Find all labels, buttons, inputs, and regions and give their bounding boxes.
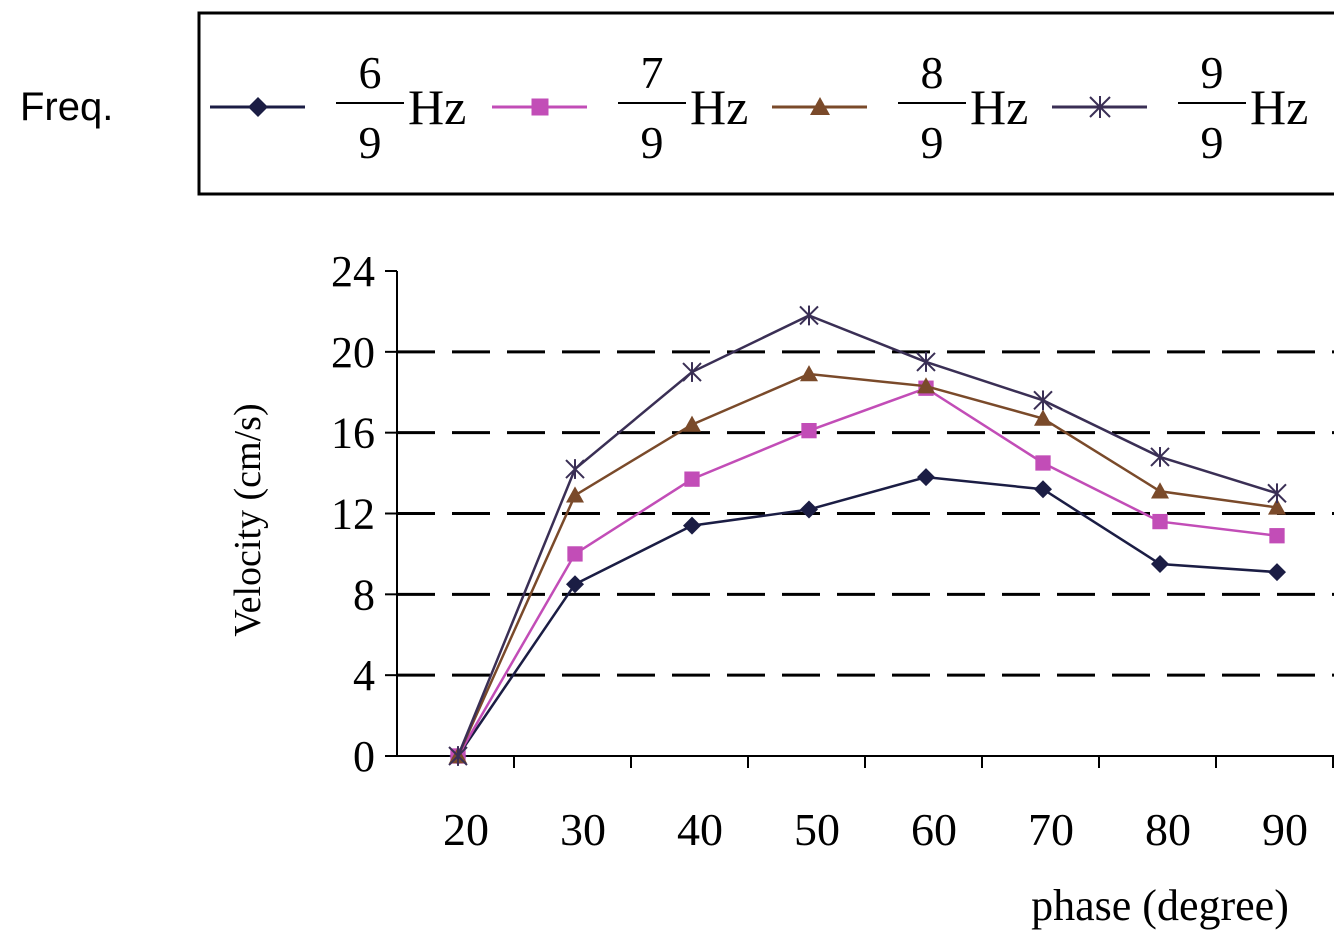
data-point <box>801 422 817 439</box>
x-axis-label: phase (degree) <box>1031 881 1289 930</box>
data-point <box>1267 483 1287 504</box>
data-point <box>1034 480 1052 499</box>
x-tick-label: 20 <box>443 804 489 855</box>
y-tick-label: 0 <box>353 732 375 781</box>
x-tick-label: 30 <box>560 804 606 855</box>
legend-entry-1: 6 9 Hz <box>210 47 466 168</box>
data-point <box>800 500 818 519</box>
data-point <box>683 415 701 432</box>
data-point <box>682 362 702 382</box>
data-point <box>1268 498 1286 515</box>
data-point <box>448 746 468 766</box>
legend-denominator: 9 <box>1201 117 1224 168</box>
axes <box>385 270 1334 768</box>
data-point <box>1035 455 1051 471</box>
gridlines <box>397 350 1334 677</box>
y-tick-label: 12 <box>331 490 375 539</box>
data-point <box>1034 409 1052 426</box>
data-point <box>684 471 700 487</box>
data-point <box>565 459 585 479</box>
data-point <box>566 575 584 594</box>
legend-title: Freq. <box>20 85 113 129</box>
data-point <box>1151 482 1169 499</box>
data-point <box>566 486 584 503</box>
data-point <box>1268 563 1286 582</box>
legend-numerator: 8 <box>921 47 944 98</box>
y-tick-label: 24 <box>331 247 375 296</box>
x-tick-label: 50 <box>794 804 840 855</box>
y-axis-label: Velocity (cm/s) <box>227 403 269 636</box>
legend-unit: Hz <box>408 79 466 135</box>
legend-unit: Hz <box>1250 79 1308 135</box>
legend-entry-3: 8 9 Hz <box>772 47 1028 168</box>
data-point <box>1150 447 1170 467</box>
legend-swatch-marker <box>248 97 268 117</box>
legend-denominator: 9 <box>641 117 664 168</box>
legend-denominator: 9 <box>359 117 382 168</box>
series-line <box>456 314 1278 757</box>
x-tick-label: 40 <box>677 804 723 855</box>
x-tick-label: 60 <box>911 804 957 855</box>
y-tick-label: 8 <box>353 570 375 619</box>
legend-numerator: 9 <box>1201 47 1224 98</box>
legend-swatch-marker <box>531 98 549 116</box>
y-tick-label: 4 <box>353 651 375 700</box>
data-point <box>1033 390 1053 411</box>
legend-entry-2: 7 9 Hz <box>492 47 748 168</box>
legend-numerator: 6 <box>359 47 382 98</box>
legend-box <box>197 11 1334 196</box>
data-point <box>917 468 935 487</box>
data-point <box>799 305 819 326</box>
legend-swatch-marker <box>1089 96 1111 118</box>
data-point <box>917 377 935 394</box>
series-1 <box>449 468 1286 765</box>
legend-unit: Hz <box>970 79 1028 135</box>
legend-numerator: 7 <box>641 47 664 98</box>
data-point <box>1152 513 1168 530</box>
legend-swatch-marker <box>810 97 830 115</box>
y-tick-label: 20 <box>331 328 375 377</box>
data-point <box>916 352 936 372</box>
series-line <box>456 372 1278 757</box>
tick-labels: 0 4 8 12 16 20 24 20 30 40 50 60 70 80 90 <box>331 247 1308 855</box>
series-line <box>456 475 1278 757</box>
x-tick-label: 80 <box>1145 804 1191 855</box>
data-point <box>1151 555 1169 574</box>
data-point <box>567 546 583 562</box>
x-tick-label: 70 <box>1028 804 1074 855</box>
legend: Freq. 6 9 Hz 7 9 Hz 8 9 Hz 9 9 Hz <box>20 11 1334 196</box>
series-4 <box>448 305 1287 766</box>
x-tick-label: 90 <box>1262 804 1308 855</box>
legend-entry-4: 9 9 Hz <box>1052 47 1308 168</box>
data-point <box>1269 528 1285 544</box>
data-point <box>800 365 818 382</box>
series-layer <box>448 305 1287 766</box>
legend-denominator: 9 <box>921 117 944 168</box>
y-tick-label: 16 <box>331 409 375 458</box>
legend-unit: Hz <box>690 79 748 135</box>
data-point <box>683 516 701 535</box>
series-line <box>456 386 1278 757</box>
